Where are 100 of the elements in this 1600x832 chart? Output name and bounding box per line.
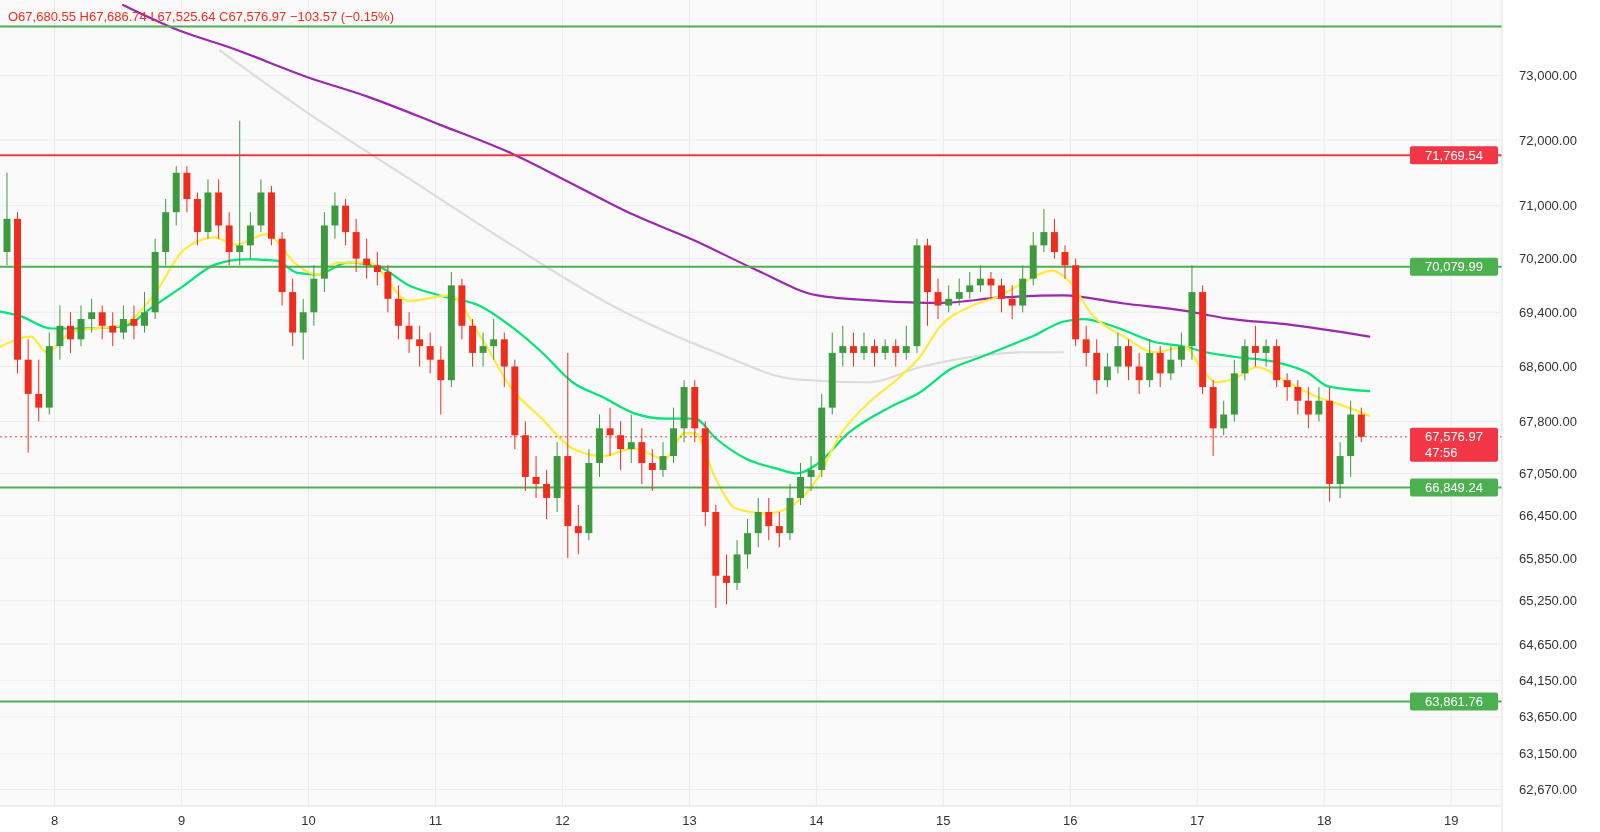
y-tick-label: 68,600.00 [1519,359,1577,375]
candlestick [119,305,127,340]
candlestick [881,338,889,361]
candlestick [363,238,371,280]
candlestick [1357,407,1365,443]
candlestick [807,455,815,492]
candlestick [130,305,138,340]
candlestick [723,553,730,605]
candlestick [617,420,625,471]
candlestick [1283,372,1291,402]
candlestick [1008,284,1016,320]
y-tick-label: 67,800.00 [1519,413,1577,429]
y-tick-label: 63,150.00 [1519,746,1577,762]
candlestick [1304,386,1312,429]
x-tick-label: 16 [1063,812,1078,828]
candlestick [892,338,900,368]
candlestick [236,120,244,266]
candlestick [627,414,635,464]
y-tick-label: 66,450.00 [1519,508,1577,524]
candlestick [902,325,910,361]
y-tick-label: 62,670.00 [1519,782,1577,798]
y-tick-label: 63,650.00 [1519,709,1577,725]
candlestick [1220,400,1228,436]
y-tick-label: 64,650.00 [1519,636,1577,652]
candlestick [574,504,582,555]
x-tick-label: 13 [682,812,697,828]
candlestick [437,345,445,416]
candlestick [797,462,804,506]
candlestick [839,325,847,368]
annotation: 47:56 [1425,445,1458,461]
candlestick [754,497,762,548]
candlestick [66,311,74,354]
candlestick [56,305,64,361]
candlestick [1167,345,1175,381]
candlestick [1177,332,1185,368]
candlestick [1156,345,1164,388]
line-series [0,258,1371,475]
candlestick [532,455,540,499]
candlestick [331,191,339,240]
candlestick [88,298,96,334]
candlestick [426,332,434,374]
y-tick-label: 67,050.00 [1519,466,1577,482]
annotation: O67,680.55 H67,686.74 L67,525.64 C67,576.97 −103.57 (−0.15%) [8,8,394,24]
y-tick-label: 69,400.00 [1519,304,1577,320]
ref-line-label: 67,576.97 [1425,429,1483,445]
x-tick-label: 15 [936,812,951,828]
candlestick [35,359,43,422]
candlestick [1135,352,1143,395]
x-tick-label: 14 [809,812,824,828]
candlestick [849,332,857,368]
candlestick [1251,325,1259,368]
y-tick-label: 70,200.00 [1519,251,1577,267]
candlestick [479,332,487,368]
x-tick-label: 9 [177,812,186,828]
candlestick [998,278,1005,313]
candlestick [490,318,498,361]
y-tick-label: 71,000.00 [1519,198,1577,214]
candlestick [405,311,413,354]
candlestick [638,427,646,485]
x-tick-label: 10 [301,812,316,828]
candlestick [98,305,106,340]
ref-line-label: 71,769.54 [1425,147,1483,163]
y-tick-label: 65,850.00 [1519,550,1577,566]
x-tick-label: 12 [555,812,570,828]
candlestick [299,298,307,361]
x-tick-label: 17 [1190,812,1205,828]
candlestick [1114,332,1122,374]
candlestick [966,271,974,300]
ref-line-label: 63,861.76 [1425,693,1483,709]
candlestick [945,284,953,313]
candlestick [775,511,783,548]
ref-line-label: 70,079.99 [1425,259,1483,275]
y-tick-label: 72,000.00 [1519,132,1577,148]
candlestick [543,469,551,520]
candlestick [871,338,879,368]
candlestick [1040,208,1048,253]
candlestick [1124,338,1132,381]
candlestick [606,407,614,457]
candlestick [648,448,656,492]
candlestick [373,251,381,286]
y-tick-label: 65,250.00 [1519,593,1577,609]
candlestick [1315,386,1323,422]
y-tick-label: 64,150.00 [1519,672,1577,688]
candlestick [109,311,117,347]
candlestick [1050,218,1058,260]
x-tick-label: 19 [1443,812,1459,828]
x-tick-label: 11 [428,812,443,828]
candlestick [141,291,148,334]
candlestick [765,497,773,541]
candlestick [1103,352,1111,388]
x-tick-label: 18 [1317,812,1332,828]
candlestick [416,325,424,368]
y-tick-label: 73,000.00 [1519,68,1577,84]
line-series [218,49,1064,384]
candlestick [1294,379,1302,416]
candlestick [744,518,752,570]
ref-line-label: 66,849.24 [1425,480,1483,496]
candlestick [1082,325,1090,368]
candlestick [246,211,254,260]
candlestick [1262,338,1270,368]
